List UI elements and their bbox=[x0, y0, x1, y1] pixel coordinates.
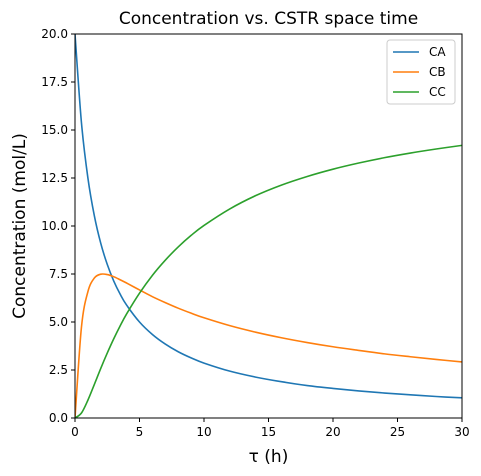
x-tick-label: 30 bbox=[454, 425, 469, 439]
legend-label-cc: CC bbox=[429, 85, 446, 99]
x-tick-label: 20 bbox=[325, 425, 340, 439]
x-tick-label: 10 bbox=[196, 425, 211, 439]
y-tick-label: 15.0 bbox=[41, 123, 68, 137]
y-tick-label: 0.0 bbox=[49, 411, 68, 425]
y-tick-label: 7.5 bbox=[49, 267, 68, 281]
x-tick-label: 25 bbox=[390, 425, 405, 439]
legend-label-cb: CB bbox=[429, 65, 446, 79]
series-line-cc bbox=[75, 144, 462, 418]
legend: CA CB CC bbox=[386, 39, 456, 105]
y-tick-label: 2.5 bbox=[49, 363, 68, 377]
series-line-ca bbox=[75, 34, 462, 399]
y-tick-label: 5.0 bbox=[49, 315, 68, 329]
y-tick-label: 12.5 bbox=[41, 171, 68, 185]
plot-area: 0 5 10 15 20 25 30 0.0 2.5 5.0 7.5 10.0 12.5 15.0 17.5… bbox=[41, 27, 469, 439]
y-tick-label: 20.0 bbox=[41, 27, 68, 41]
x-tick-label: 0 bbox=[71, 425, 79, 439]
x-axis-label: τ (h) bbox=[249, 447, 289, 467]
y-tick-label: 17.5 bbox=[41, 75, 68, 89]
y-tick-label: 10.0 bbox=[41, 219, 68, 233]
chart-title: Concentration vs. CSTR space time bbox=[119, 9, 418, 29]
legend-label-ca: CA bbox=[429, 45, 446, 59]
y-axis-label: Concentration (mol/L) bbox=[10, 133, 30, 319]
x-tick-label: 15 bbox=[261, 425, 276, 439]
legend-box bbox=[386, 39, 456, 105]
series-line-cb bbox=[75, 273, 462, 418]
x-tick-label: 5 bbox=[136, 425, 144, 439]
